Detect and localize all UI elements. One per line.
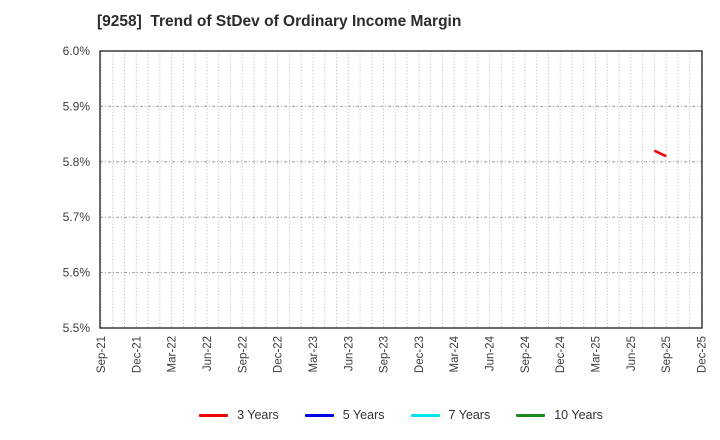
legend-item-3-years: 3 Years — [199, 408, 279, 422]
x-axis-tick-label: Jun-25 — [626, 336, 638, 371]
chart-title: [9258] Trend of StDev of Ordinary Income… — [97, 13, 462, 30]
y-axis-tick-label: 5.5% — [63, 321, 91, 335]
x-axis-tick-label: Jun-22 — [202, 336, 214, 371]
x-axis-tick-label: Sep-21 — [96, 336, 108, 373]
legend-label: 3 Years — [237, 408, 279, 422]
x-axis-tick-label: Sep-25 — [661, 336, 673, 373]
x-axis-tick-label: Sep-24 — [520, 335, 532, 373]
legend-label: 10 Years — [554, 408, 603, 422]
x-axis-tick-label: Dec-22 — [273, 336, 285, 373]
x-axis-tick-label: Mar-23 — [308, 336, 320, 372]
y-axis-tick-label: 6.0% — [63, 44, 91, 58]
x-axis-tick-label: Dec-23 — [414, 336, 426, 373]
legend-item-10-years: 10 Years — [516, 408, 603, 422]
x-axis-tick-label: Mar-24 — [449, 335, 461, 372]
x-axis-tick-label: Mar-22 — [167, 336, 179, 372]
legend-line-swatch — [410, 413, 440, 417]
x-axis-tick-label: Dec-21 — [131, 336, 143, 373]
x-axis-tick-label: Mar-25 — [591, 336, 603, 372]
series-line-3-years — [653, 149, 667, 158]
x-axis-tick-label: Jun-24 — [485, 335, 497, 371]
legend-line-swatch — [199, 413, 229, 417]
y-axis-tick-label: 5.7% — [63, 210, 91, 224]
x-axis-tick-label: Sep-22 — [237, 336, 249, 373]
legend-line-swatch — [516, 413, 546, 417]
legend: 3 Years 5 Years 7 Years 10 Years — [100, 403, 702, 427]
y-axis-tick-label: 5.6% — [63, 266, 91, 280]
plot-border — [99, 50, 703, 329]
legend-label: 5 Years — [342, 408, 385, 422]
x-axis-tick-label: Dec-24 — [555, 335, 567, 373]
x-axis-tick-label: Sep-23 — [379, 336, 391, 373]
y-axis-tick-label: 5.8% — [63, 155, 91, 169]
legend-item-7-years: 7 Years — [410, 408, 491, 422]
legend-line-swatch — [304, 413, 334, 417]
y-axis-tick-label: 5.9% — [63, 99, 91, 113]
x-axis-tick-label: Dec-25 — [697, 336, 709, 373]
legend-item-5-years: 5 Years — [304, 408, 385, 422]
x-axis-tick-label: Jun-23 — [343, 336, 355, 371]
legend-label: 7 Years — [448, 408, 491, 422]
